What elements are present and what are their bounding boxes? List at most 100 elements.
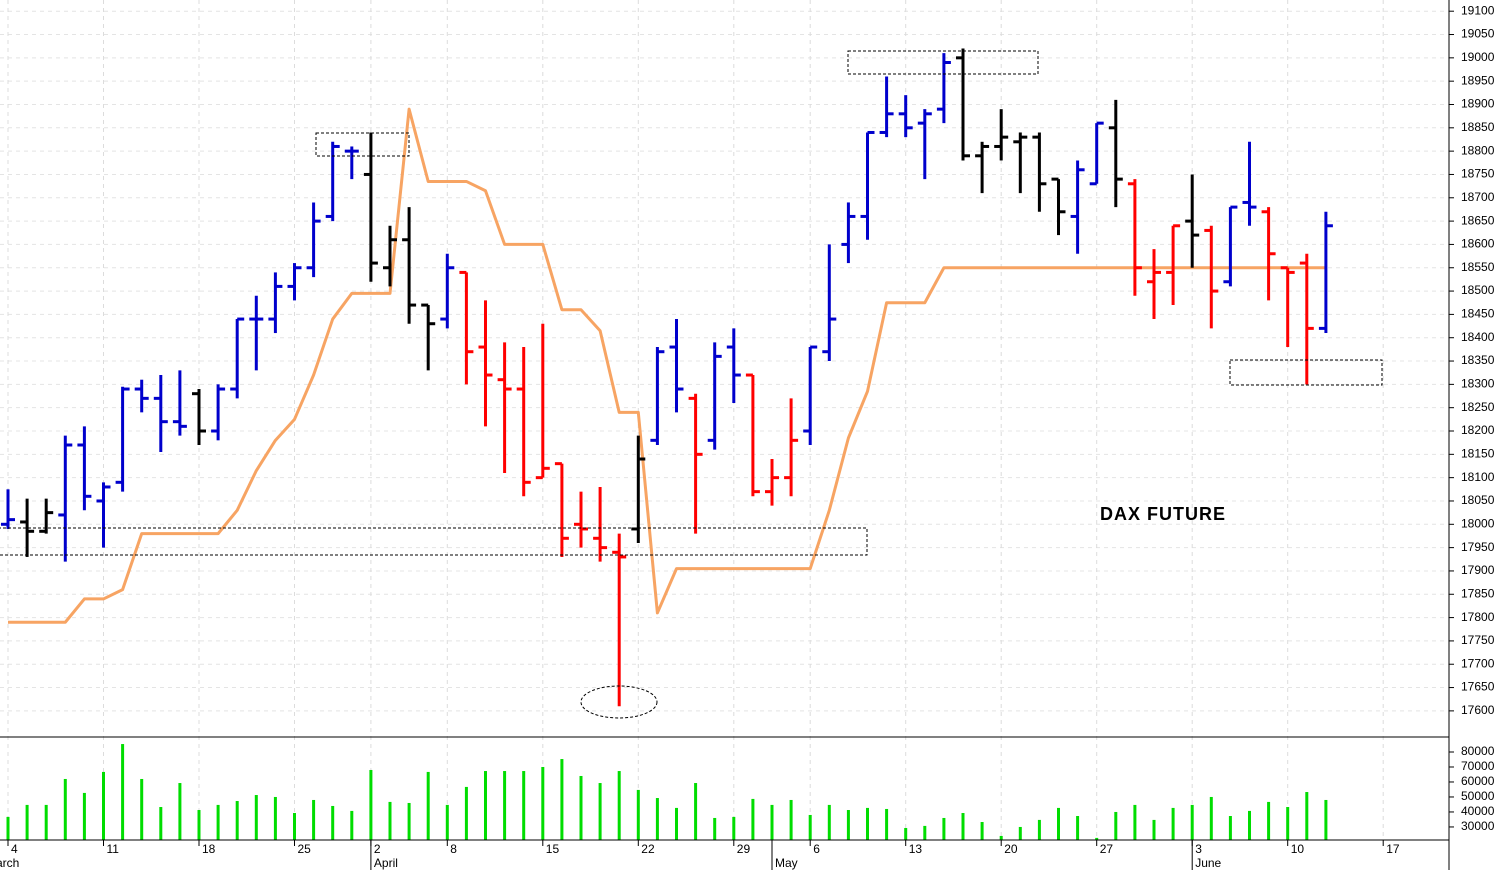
volume-bar [675, 807, 678, 840]
volume-bar [732, 816, 736, 840]
volume-bar [617, 771, 621, 840]
y-tick-label: 18350 [1461, 353, 1495, 367]
volume-bar [904, 828, 908, 840]
volume-bar [541, 766, 545, 840]
y-tick-label: 17950 [1461, 540, 1495, 554]
volume-bar [1228, 816, 1232, 840]
y-tick-label: 18800 [1461, 143, 1495, 157]
low-marker [580, 685, 658, 719]
y-tick-label: 18500 [1461, 283, 1495, 297]
y-tick-label: 18100 [1461, 470, 1495, 484]
x-tick-label: 22 [641, 842, 655, 856]
y-tick-label: 18250 [1461, 400, 1495, 414]
month-label: May [775, 856, 798, 870]
volume-bar [1037, 819, 1041, 840]
y-tick-label: 80000 [1461, 744, 1495, 758]
y-tick-label: 18850 [1461, 120, 1495, 134]
y-tick-label: 17800 [1461, 610, 1495, 624]
volume-bar [312, 799, 316, 840]
x-tick-label: 4 [11, 842, 18, 856]
y-tick-label: 60000 [1461, 774, 1495, 788]
volume-bar [885, 808, 889, 840]
volume-bar [1248, 810, 1251, 840]
y-tick-label: 50000 [1461, 789, 1495, 803]
x-tick-label: 15 [546, 842, 560, 856]
y-tick-label: 19050 [1461, 27, 1495, 41]
volume-bar [63, 778, 67, 840]
volume-bar [235, 801, 239, 840]
volume-bar [293, 813, 296, 840]
volume-bar [388, 801, 392, 840]
volume-bar [121, 744, 125, 840]
x-tick-label: 11 [107, 842, 120, 856]
volume-bar [426, 771, 430, 840]
y-tick-label: 17750 [1461, 633, 1495, 647]
volume-bar [999, 835, 1003, 840]
volume-bar [1324, 799, 1328, 840]
volume-bar [254, 795, 258, 840]
y-tick-label: 18050 [1461, 493, 1495, 507]
volume-bar [484, 771, 487, 840]
volume-bar [522, 771, 526, 840]
y-tick-label: 18900 [1461, 97, 1495, 111]
x-tick-label: 25 [298, 842, 312, 856]
x-tick-label: 27 [1100, 842, 1114, 856]
y-tick-label: 17650 [1461, 680, 1495, 694]
y-tick-label: 17600 [1461, 703, 1495, 717]
y-tick-label: 18550 [1461, 260, 1495, 274]
y-tick-label: 18400 [1461, 330, 1495, 344]
volume-bar [1133, 804, 1137, 840]
volume-bar [827, 804, 831, 840]
y-tick-label: 30000 [1461, 819, 1495, 833]
zone-box [0, 527, 868, 556]
volume-bar [1095, 837, 1099, 840]
volume-bar [369, 769, 373, 840]
volume-bar [1152, 819, 1156, 840]
y-tick-label: 18650 [1461, 213, 1495, 227]
x-tick-label: 17 [1386, 842, 1400, 856]
x-tick-label: 2 [374, 842, 381, 856]
volume-bar [579, 775, 583, 840]
y-tick-label: 18950 [1461, 73, 1495, 87]
volume-bar [961, 813, 965, 840]
y-tick-label: 40000 [1461, 804, 1495, 818]
y-tick-label: 17850 [1461, 586, 1495, 600]
volume-bar [846, 810, 850, 840]
volume-bar [407, 802, 411, 840]
chart-title: DAX FUTURE [1100, 504, 1226, 524]
volume-bar [140, 778, 144, 840]
volume-bar [1190, 804, 1194, 840]
y-tick-label: 18300 [1461, 377, 1495, 391]
y-tick-label: 18750 [1461, 167, 1495, 181]
volume-bar [789, 799, 793, 840]
volume-bar [6, 816, 10, 840]
y-tick-label: 18000 [1461, 516, 1495, 530]
volume-bar [560, 759, 564, 840]
volume-bar [713, 817, 717, 840]
x-tick-label: 6 [813, 842, 820, 856]
volume-bar [1171, 807, 1175, 840]
volume-bar [942, 817, 946, 840]
volume-bar [1018, 826, 1022, 840]
x-tick-label: 3 [1195, 842, 1202, 856]
volume-bar [866, 807, 869, 840]
volume-bar [694, 783, 698, 840]
volume-bar [464, 786, 468, 840]
volume-bar [178, 783, 182, 840]
volume-bar [980, 822, 984, 840]
volume-bar [770, 804, 774, 840]
month-label: June [1195, 856, 1221, 870]
x-tick-label: 10 [1291, 842, 1305, 856]
zone-box [1229, 359, 1383, 386]
indicator-line [8, 107, 1326, 624]
volume-bar [655, 798, 659, 840]
volume-bar [1209, 796, 1213, 840]
volume-bar [923, 825, 927, 840]
y-tick-label: 17900 [1461, 563, 1495, 577]
y-tick-label: 70000 [1461, 759, 1495, 773]
volume-bar [1267, 801, 1271, 840]
marks [1, 48, 1333, 840]
volume-bar [25, 804, 29, 840]
y-tick-label: 17700 [1461, 656, 1495, 670]
